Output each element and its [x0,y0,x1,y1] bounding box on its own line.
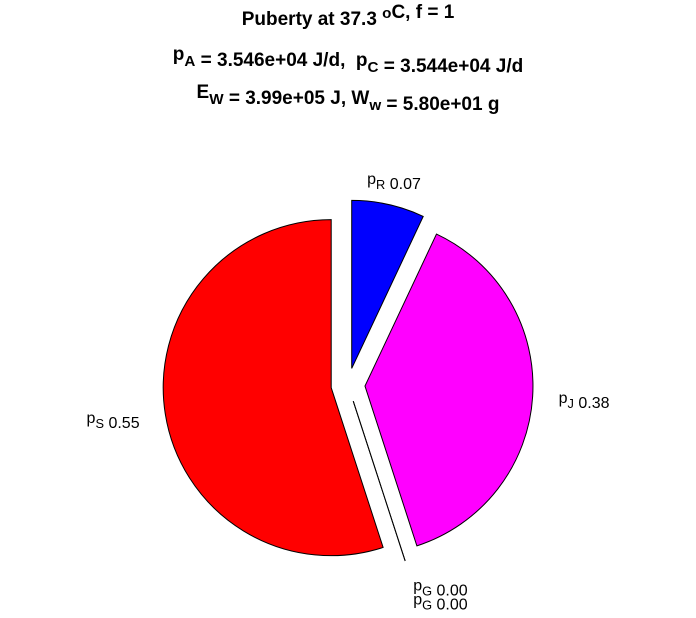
value-label: 0.00 [437,596,468,613]
text-segment: p [87,410,96,427]
subscript: R [376,177,385,192]
text-segment: p [559,390,568,407]
text-segment: E [197,82,210,103]
pie-slice [352,401,406,562]
text-segment: = 3.99e+05 J, W [224,88,370,109]
slice-label: pG 0.00 [413,592,468,614]
text-segment: = 3.546e+04 J/d, p [195,50,367,71]
slice-label: pJ 0.38 [559,390,610,412]
text-segment: = 5.80e+01 g [381,94,499,115]
subscript: A [184,53,195,70]
pie-slice [162,219,384,557]
text-segment: p [413,578,422,595]
text-segment: p [367,171,376,188]
subscript: W [209,91,224,108]
text-segment: = 3.544e+04 J/d [378,56,523,77]
subscript: C [368,59,379,76]
subscript: S [95,416,104,431]
text-segment: Puberty at 37.3 [242,9,382,30]
chart-title: Puberty at 37.3 oC, f = 1 [242,2,455,30]
chart-title: pA = 3.546e+04 J/d, pC = 3.544e+04 J/d [173,44,523,77]
value-label: 0.07 [390,176,421,193]
chart-title: EW = 3.99e+05 J, Ww = 5.80e+01 g [197,82,500,115]
value-label: 0.55 [108,415,139,432]
subscript: J [567,396,573,411]
text-segment: p [173,44,185,65]
subscript: G [422,597,432,612]
subscript: G [422,583,432,598]
slice-label: pR 0.07 [367,171,421,193]
text-segment: p [413,592,422,609]
text-segment: C, f = 1 [391,2,454,23]
subscript: w [368,97,381,114]
value-label: 0.00 [437,582,468,599]
slice-label: pS 0.55 [87,410,140,432]
pie-slice [351,199,424,369]
pie-slice [364,233,534,547]
slice-label: pG 0.00 [413,578,468,600]
superscript: o [382,5,391,22]
value-label: 0.38 [578,395,609,412]
